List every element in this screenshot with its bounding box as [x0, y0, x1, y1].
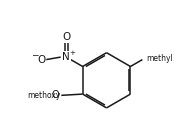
Text: O: O [62, 32, 70, 42]
Text: methoxy: methoxy [27, 91, 61, 100]
Text: O: O [37, 55, 45, 65]
Text: O: O [51, 90, 59, 100]
Text: −: − [31, 51, 38, 60]
Text: methyl: methyl [146, 54, 173, 63]
Text: N: N [62, 52, 70, 62]
Text: +: + [69, 50, 75, 56]
